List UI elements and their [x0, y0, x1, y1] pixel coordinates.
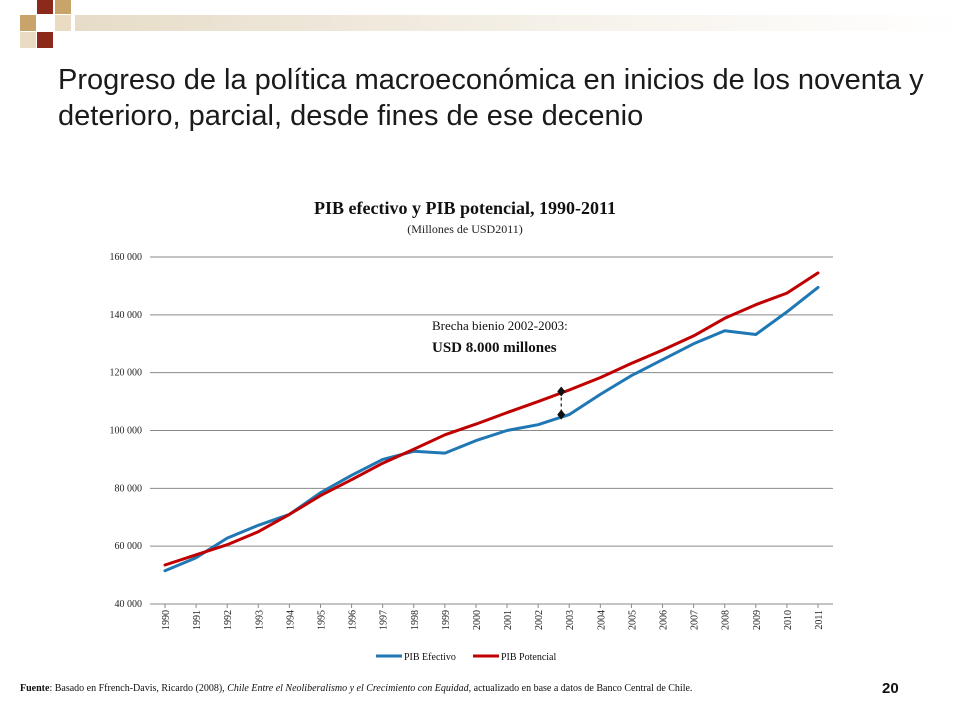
deco-square — [37, 32, 53, 48]
chart-subtitle: (Millones de USD2011) — [407, 222, 523, 236]
y-tick-label: 140 000 — [110, 310, 143, 321]
legend-label: PIB Potencial — [501, 652, 556, 663]
footer-label: Fuente — [20, 683, 50, 694]
annotation-line2: USD 8.000 millones — [432, 340, 557, 356]
page-number: 20 — [882, 680, 899, 697]
y-tick-label: 60 000 — [115, 541, 143, 552]
y-tick-label: 80 000 — [115, 483, 143, 494]
x-tick-label: 1998 — [410, 610, 421, 630]
y-tick-label: 100 000 — [110, 426, 143, 437]
deco-square — [20, 32, 36, 48]
x-tick-label: 1992 — [223, 610, 234, 630]
y-tick-label: 40 000 — [115, 599, 143, 610]
x-tick-label: 2007 — [690, 610, 701, 630]
deco-square — [55, 15, 71, 31]
x-tick-label: 1996 — [348, 610, 359, 630]
gap-marker-bottom — [557, 409, 566, 420]
x-tick-label: 2011 — [814, 610, 825, 630]
legend-label: PIB Efectivo — [404, 652, 456, 663]
y-tick-label: 160 000 — [110, 252, 143, 263]
x-tick-label: 1994 — [285, 610, 296, 630]
series-line-pib-efectivo — [163, 285, 820, 573]
x-tick-label: 2006 — [659, 610, 670, 630]
x-tick-label: 1993 — [254, 610, 265, 630]
x-tick-label: 2003 — [565, 610, 576, 630]
gap-marker-top — [557, 386, 566, 397]
x-tick-label: 1997 — [379, 610, 390, 630]
chart-title: PIB efectivo y PIB potencial, 1990-2011 — [314, 198, 616, 218]
x-tick-label: 2009 — [752, 610, 763, 630]
x-tick-label: 1990 — [161, 610, 172, 630]
x-tick-label: 1995 — [316, 610, 327, 630]
deco-square — [20, 15, 36, 31]
x-tick-label: 2005 — [627, 610, 638, 630]
x-tick-label: 2010 — [783, 610, 794, 630]
slide-title: Progreso de la política macroeconómica e… — [58, 64, 924, 132]
source-footer: Fuente: Basado en Ffrench-Davis, Ricardo… — [20, 682, 880, 696]
footer-book-title: Chile Entre el Neoliberalismo y el Creci… — [227, 683, 469, 694]
footer-text-end: , actualizado en base a datos de Banco C… — [468, 683, 693, 694]
x-tick-label: 2000 — [472, 610, 483, 630]
x-tick-label: 2001 — [503, 610, 514, 630]
annotation-line1: Brecha bienio 2002-2003: — [432, 318, 568, 333]
x-tick-label: 2008 — [721, 610, 732, 630]
footer-text: : Basado en Ffrench-Davis, Ricardo (2008… — [49, 683, 228, 694]
x-tick-label: 2004 — [596, 610, 607, 630]
corner-decoration — [0, 0, 960, 60]
deco-square — [55, 0, 71, 14]
x-tick-label: 1999 — [441, 610, 452, 630]
x-tick-label: 2002 — [534, 610, 545, 630]
deco-bar — [75, 15, 960, 31]
deco-square — [37, 0, 53, 14]
x-tick-label: 1991 — [192, 610, 203, 630]
y-tick-label: 120 000 — [110, 368, 143, 379]
series-line-pib-potencial — [163, 271, 820, 567]
